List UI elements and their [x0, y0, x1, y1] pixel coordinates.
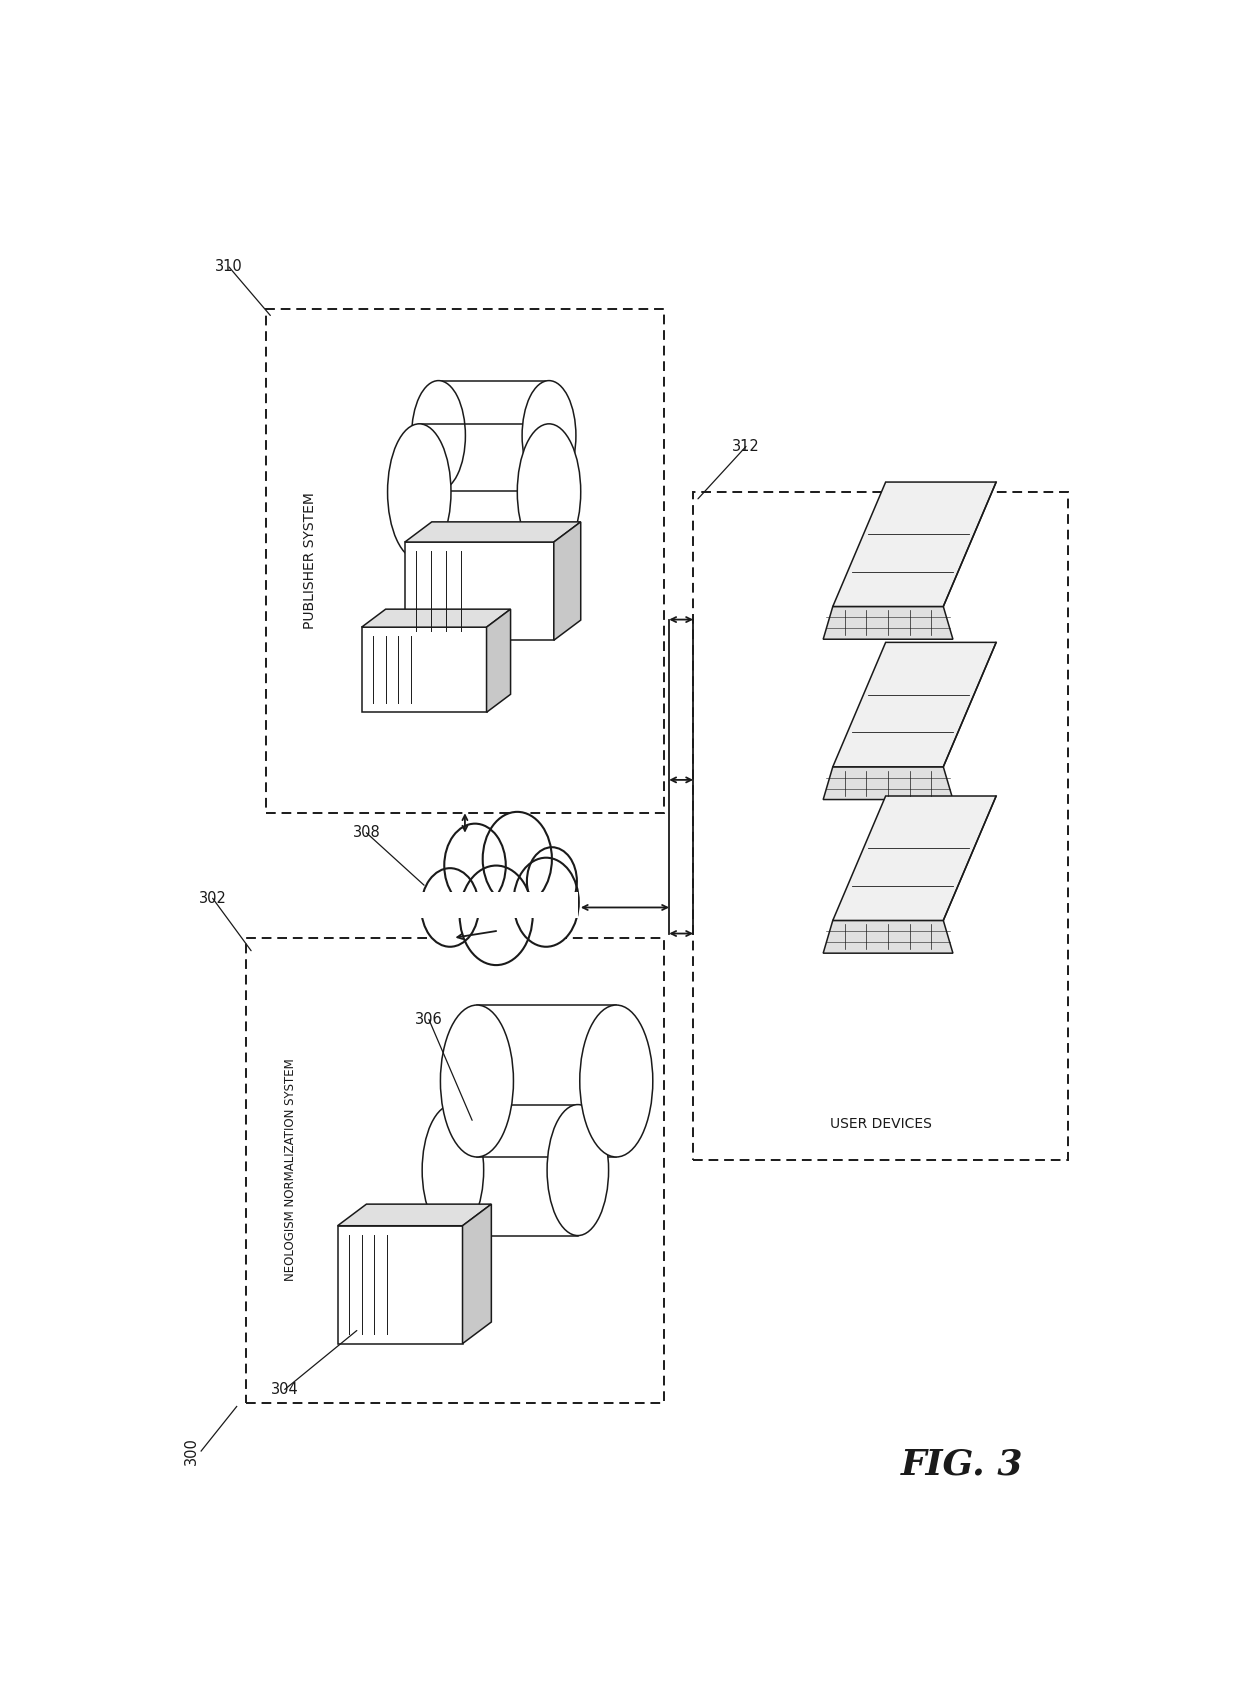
Circle shape [482, 811, 552, 907]
Polygon shape [554, 522, 580, 640]
Polygon shape [414, 891, 578, 919]
Polygon shape [833, 643, 996, 767]
Polygon shape [823, 607, 952, 640]
Polygon shape [453, 1104, 578, 1235]
Polygon shape [833, 481, 996, 607]
Circle shape [513, 857, 579, 947]
Circle shape [527, 847, 577, 915]
Polygon shape [404, 543, 554, 640]
Text: 312: 312 [732, 439, 760, 454]
Polygon shape [362, 628, 486, 713]
Circle shape [422, 868, 479, 947]
Circle shape [444, 823, 506, 907]
Polygon shape [823, 767, 952, 799]
Ellipse shape [547, 1104, 609, 1235]
Text: 308: 308 [352, 825, 381, 840]
Ellipse shape [388, 424, 451, 560]
Circle shape [460, 866, 533, 964]
Bar [247, 937, 665, 1403]
Text: 306: 306 [415, 1012, 443, 1027]
Polygon shape [833, 796, 996, 920]
Text: FIG. 3: FIG. 3 [901, 1448, 1023, 1482]
Text: 304: 304 [270, 1381, 299, 1397]
Polygon shape [439, 381, 549, 490]
Text: USER DEVICES: USER DEVICES [830, 1116, 931, 1131]
Text: 310: 310 [215, 260, 243, 274]
Polygon shape [477, 1005, 616, 1157]
Bar [265, 310, 665, 813]
Polygon shape [362, 609, 511, 628]
Bar [693, 492, 1068, 1160]
Polygon shape [419, 424, 549, 560]
Polygon shape [404, 522, 580, 543]
Polygon shape [463, 1204, 491, 1344]
Text: 300: 300 [184, 1437, 198, 1465]
Text: NEOLOGISM NORMALIZATION SYSTEM: NEOLOGISM NORMALIZATION SYSTEM [284, 1058, 298, 1281]
Ellipse shape [440, 1005, 513, 1157]
Ellipse shape [517, 424, 580, 560]
Ellipse shape [522, 381, 575, 490]
Polygon shape [337, 1204, 491, 1226]
Polygon shape [337, 1226, 463, 1344]
Text: 302: 302 [198, 891, 227, 907]
Ellipse shape [580, 1005, 652, 1157]
Ellipse shape [422, 1104, 484, 1235]
Polygon shape [486, 609, 511, 713]
Text: PUBLISHER SYSTEM: PUBLISHER SYSTEM [303, 493, 316, 629]
Ellipse shape [412, 381, 465, 490]
Polygon shape [823, 920, 952, 953]
